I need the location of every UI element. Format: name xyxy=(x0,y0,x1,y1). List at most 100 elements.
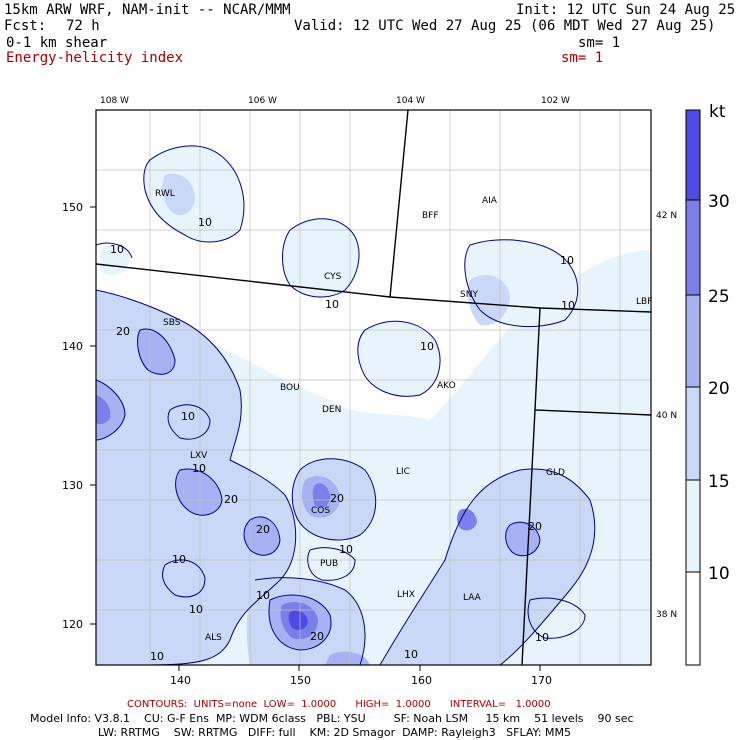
contour-label: 10 xyxy=(110,243,124,256)
shade-region-30 xyxy=(288,610,308,630)
contour-lines xyxy=(96,145,596,665)
contour-label: 10 xyxy=(535,631,549,644)
station-label: PUB xyxy=(320,559,338,569)
contour-label: 20 xyxy=(310,630,324,643)
grid-label-y: 130 xyxy=(62,479,83,492)
contour-label: 10 xyxy=(181,410,195,423)
shade-region-20g xyxy=(505,522,540,556)
model-info: Model Info: V3.8.1 CU: G-F Ens MP: WDM 6… xyxy=(30,712,634,725)
shaded-field xyxy=(96,145,651,665)
station-label: LIC xyxy=(396,467,410,477)
grid-label-y: 140 xyxy=(62,340,83,353)
bottom-grid-labels: 140 150 160 170 xyxy=(170,674,552,687)
contour-label: 20 xyxy=(256,523,270,536)
shade-region-15f xyxy=(162,173,195,216)
shade-region-20e xyxy=(244,516,280,556)
contour-label: 10 xyxy=(339,543,353,556)
grid-label-y: 150 xyxy=(62,201,83,214)
shade-region-10d xyxy=(282,218,360,297)
contours-info: CONTOURS: UNITS=none LOW= 1.0000 HIGH= 1… xyxy=(127,699,551,710)
shade-region-25c xyxy=(312,483,330,508)
grid-label-x: 140 xyxy=(170,674,191,687)
station-label: LXV xyxy=(190,451,208,461)
lat-label: 40 N xyxy=(656,411,677,421)
contour-label: 20 xyxy=(528,520,542,533)
station-label: RWL xyxy=(155,189,175,199)
field-ehi-title: Energy-helicity index xyxy=(6,50,184,66)
colorbar-labels: kt 30 25 20 15 10 xyxy=(708,102,730,584)
grid-label-y: 120 xyxy=(62,618,83,631)
init-time: Init: 12 UTC Sun 24 Aug 25 xyxy=(516,2,736,18)
station-label: AIA xyxy=(482,196,498,206)
station-label: LHX xyxy=(397,590,415,600)
forecast-label: Fcst: xyxy=(4,18,47,34)
longitude-labels: 108 W 106 W 104 W 102 W xyxy=(100,96,570,106)
station-label: BOU xyxy=(280,383,300,393)
contour-label: 20 xyxy=(330,492,344,505)
valid-time: Valid: 12 UTC Wed 27 Aug 25 (06 MDT Wed … xyxy=(294,18,716,34)
lon-label: 106 W xyxy=(248,96,277,106)
grid-label-x: 160 xyxy=(411,674,432,687)
shade-region-20 xyxy=(96,380,125,440)
axis-ticks xyxy=(90,206,541,671)
contour-label: 10 xyxy=(404,648,418,661)
shade-region-20h xyxy=(325,651,370,665)
lon-label: 104 W xyxy=(396,96,425,106)
lon-label: 108 W xyxy=(100,96,129,106)
field-shear-smoothing: sm= 1 xyxy=(578,35,621,51)
field-shear-title: 0-1 km shear xyxy=(6,35,108,51)
lat-label: 42 N xyxy=(656,211,677,221)
contour-label: 10 xyxy=(420,340,434,353)
shade-region-25b xyxy=(96,395,111,425)
colorbar-tick: 15 xyxy=(708,472,730,492)
station-labels: RWL BFF AIA CYS SNY LBF SBS BOU AKO DEN … xyxy=(155,189,652,643)
contour-label: 10 xyxy=(560,254,574,267)
shade-region-15b xyxy=(380,469,595,665)
colorbar-tick: 25 xyxy=(708,287,730,307)
left-grid-labels: 150 140 130 120 xyxy=(62,201,83,631)
contour-label: 10 xyxy=(561,299,575,312)
station-label: BFF xyxy=(422,211,439,221)
contour-label: 10 xyxy=(189,603,203,616)
station-label: LBF xyxy=(636,297,652,307)
field-ehi-smoothing: sm= 1 xyxy=(561,50,604,66)
state-borders xyxy=(96,110,651,665)
county-lines xyxy=(96,110,651,665)
contour-label: 20 xyxy=(224,493,238,506)
physics-info: LW: RRTMG SW: RRTMG DIFF: full KM: 2D Sm… xyxy=(98,726,571,739)
grid-label-x: 170 xyxy=(531,674,552,687)
station-label: AKO xyxy=(437,381,456,391)
station-label: LAA xyxy=(463,593,482,603)
contour-label: 20 xyxy=(116,325,130,338)
shade-region-25d xyxy=(457,508,477,531)
map-frame xyxy=(95,109,652,666)
latitude-labels: 42 N 40 N 38 N xyxy=(656,211,677,620)
colorbar xyxy=(685,109,701,666)
colorbar-tick: 10 xyxy=(708,564,730,584)
colorbar-tick: 30 xyxy=(708,192,730,212)
station-label: SNY xyxy=(460,290,478,300)
colorbar-unit: kt xyxy=(709,102,726,122)
forecast-hour: 72 h xyxy=(66,18,100,34)
shade-region-15e xyxy=(468,275,510,326)
contour-label: 10 xyxy=(325,298,339,311)
lon-label: 102 W xyxy=(541,96,570,106)
station-label: COS xyxy=(311,506,330,516)
station-label: DEN xyxy=(322,405,341,415)
contour-label: 10 xyxy=(198,216,212,229)
lat-label: 38 N xyxy=(656,610,677,620)
colorbar-tick: 20 xyxy=(708,379,730,399)
station-label: SBS xyxy=(163,318,181,328)
grid-label-x: 150 xyxy=(290,674,311,687)
contour-label: 10 xyxy=(172,553,186,566)
contour-value-labels: 10 10 10 10 10 10 10 10 10 10 10 10 10 1… xyxy=(110,216,575,663)
shade-region-20c xyxy=(175,469,222,516)
station-label: ALS xyxy=(205,633,222,643)
contour-label: 10 xyxy=(256,589,270,602)
shade-region-10e xyxy=(357,321,440,397)
station-label: CYS xyxy=(324,272,342,282)
station-label: GLD xyxy=(546,468,565,478)
model-title: 15km ARW WRF, NAM-init -- NCAR/MMM xyxy=(4,2,291,18)
shade-region-20b xyxy=(137,329,175,375)
